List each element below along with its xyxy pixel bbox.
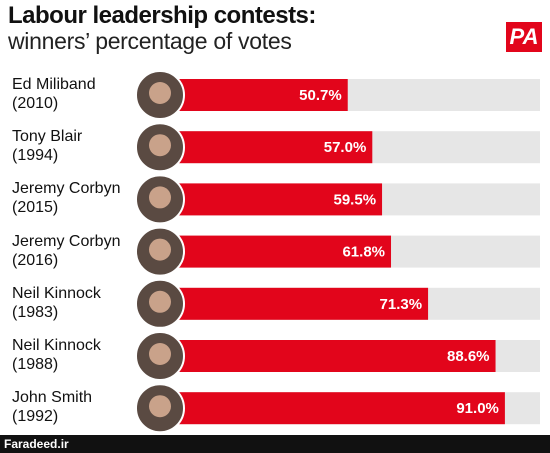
chart-subtitle: winners’ percentage of votes [8, 28, 292, 54]
value-label: 57.0% [324, 139, 367, 156]
category-label: Neil Kinnock (1988) [12, 337, 101, 373]
portrait-face [149, 343, 171, 365]
value-label: 91.0% [456, 400, 499, 417]
watermark: Faradeed.ir [0, 435, 550, 453]
category-label: Tony Blair (1994) [12, 128, 83, 165]
category-label: Ed Miliband (2010) [12, 76, 96, 112]
logo: PA [506, 22, 542, 52]
bar [150, 183, 383, 216]
bar [150, 340, 496, 372]
bar [150, 235, 392, 268]
value-label: 59.5% [334, 191, 377, 208]
bar [150, 392, 505, 425]
portrait-face [149, 290, 171, 313]
portrait-face [149, 395, 171, 418]
portrait-face [149, 186, 171, 209]
chart-title: Labour leadership contests: [8, 2, 316, 29]
value-label: 88.6% [447, 348, 490, 365]
category-label: Jeremy Corbyn (2015) [12, 180, 121, 217]
bar [150, 131, 373, 164]
category-label: Neil Kinnock (1983) [12, 284, 101, 321]
portrait-face [149, 134, 171, 157]
value-label: 50.7% [299, 87, 342, 104]
bar [150, 287, 429, 320]
category-label: John Smith (1992) [12, 389, 93, 426]
value-label: 71.3% [380, 296, 423, 313]
value-label: 61.8% [342, 244, 385, 261]
category-label: Jeremy Corbyn (2016) [12, 232, 121, 269]
portrait-face [149, 82, 171, 104]
portrait-face [149, 238, 171, 261]
